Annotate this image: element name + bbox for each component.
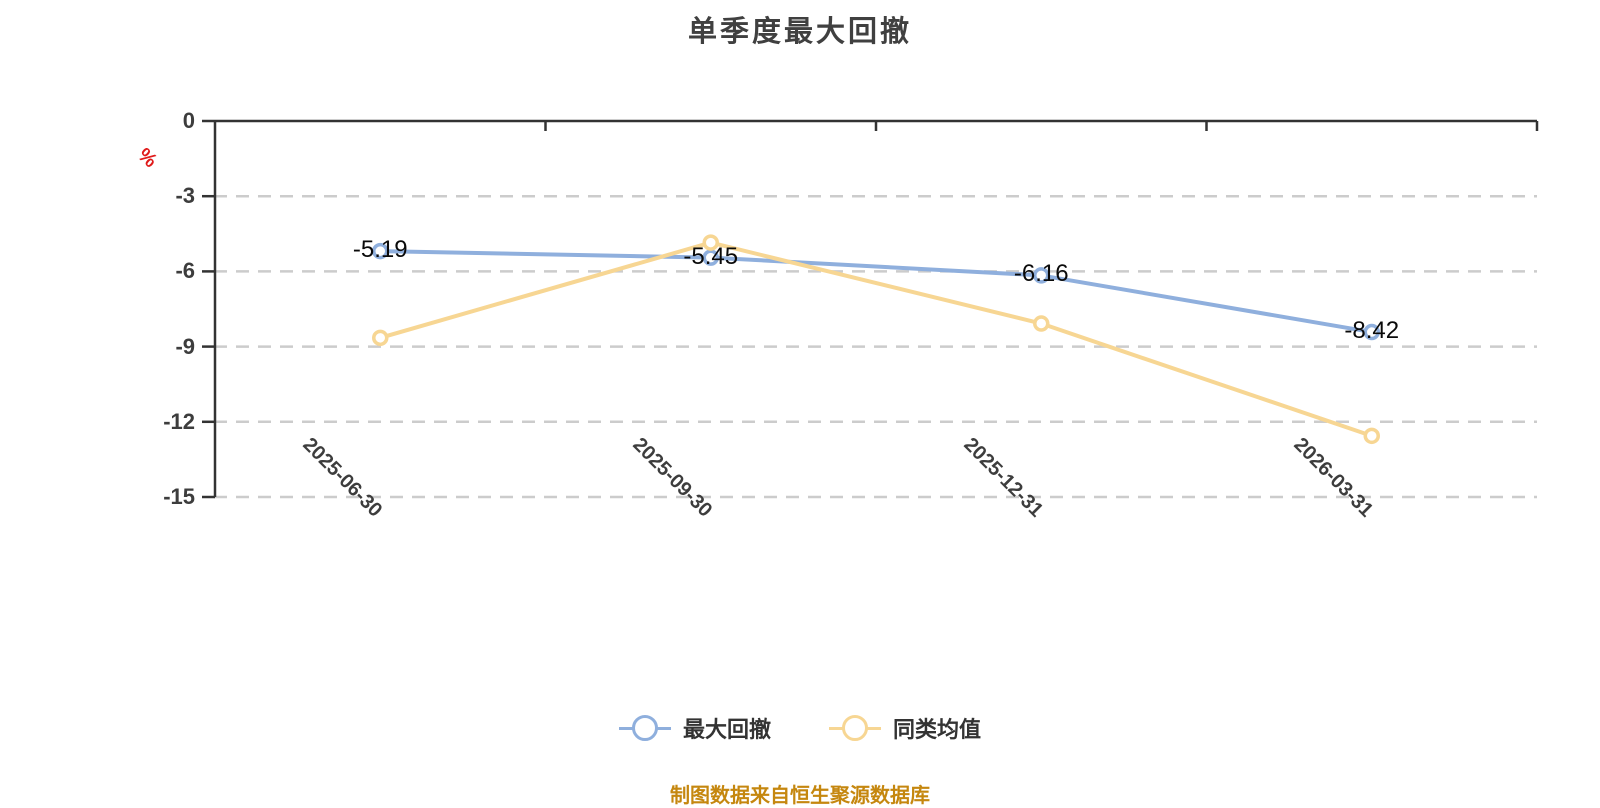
data-point-label: -8.42 — [1344, 317, 1400, 345]
legend-circle-icon — [631, 715, 658, 741]
x-axis-tick-label: 2025-06-30 — [216, 434, 386, 530]
data-point-peer-average — [702, 234, 719, 251]
data-point-label: -5.19 — [352, 236, 408, 264]
y-axis-tick-label: 0 — [182, 108, 195, 133]
chart-title: 单季度最大回撤 — [687, 16, 912, 48]
data-point-max-drawdown — [702, 249, 719, 266]
legend-item-max-drawdown[interactable]: 最大回撤 — [618, 712, 771, 744]
data-point-label: -5.45 — [683, 242, 739, 270]
y-axis-tick-label: -3 — [175, 183, 195, 209]
line-marker-icon — [829, 715, 881, 741]
y-axis-tick-label: -12 — [163, 408, 195, 434]
y-axis-tick-label: -6 — [175, 258, 195, 284]
series-line-max-drawdown — [378, 249, 1374, 335]
data-source-caption: 制图数据来自恒生聚源数据库 — [670, 785, 930, 807]
x-axis-tick-label: 2025-09-30 — [547, 434, 717, 530]
data-point-peer-average — [1363, 427, 1380, 445]
data-point-label: -6.16 — [1013, 260, 1069, 288]
x-axis-tick-label: 2025-12-31 — [877, 434, 1047, 530]
y-axis-tick-label: -9 — [175, 333, 195, 359]
y-axis-tick-label: -15 — [163, 484, 195, 509]
data-point-max-drawdown — [1363, 323, 1380, 341]
line-marker-icon — [618, 715, 671, 741]
data-point-max-drawdown — [1033, 267, 1050, 284]
data-point-max-drawdown — [372, 242, 389, 260]
data-point-peer-average — [1033, 315, 1050, 332]
data-point-peer-average — [372, 329, 389, 347]
series-line-peer-average — [378, 240, 1374, 438]
legend-item-peer-average[interactable]: 同类均值 — [829, 712, 981, 744]
legend-label-max-drawdown: 最大回撤 — [682, 717, 771, 742]
legend-label-peer-average: 同类均值 — [893, 717, 982, 742]
x-axis-tick-label: 2026-03-31 — [1208, 434, 1378, 530]
legend-circle-icon — [842, 715, 868, 741]
chart-legend: 最大回撤 同类均值 — [0, 712, 1600, 744]
